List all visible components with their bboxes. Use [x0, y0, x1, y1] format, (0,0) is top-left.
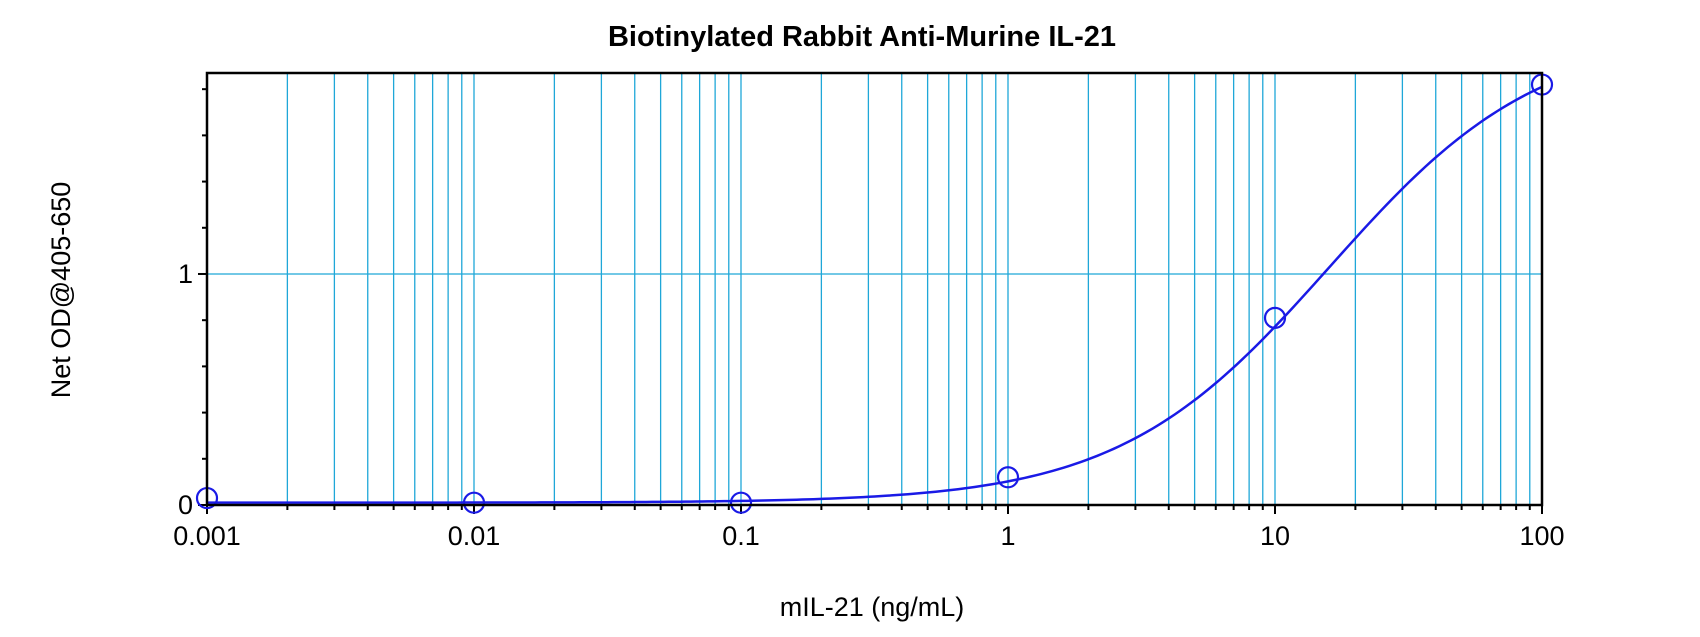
y-tick-labels: 01: [178, 259, 193, 520]
fit-curve: [207, 85, 1543, 504]
x-tick-label: 10: [1260, 521, 1290, 551]
data-point: [996, 466, 1020, 489]
x-axis-label: mIL-21 (ng/mL): [780, 592, 965, 622]
x-tick-label: 100: [1519, 521, 1564, 551]
y-axis-label: Net OD@405-650: [46, 182, 76, 399]
y-tick-label: 1: [178, 259, 193, 289]
x-tick-label: 0.001: [173, 521, 241, 551]
x-tick-labels: 0.001 0.01 0.1 1 10 100: [173, 521, 1564, 551]
x-tick-label: 1: [1000, 521, 1015, 551]
data-point: [729, 491, 753, 514]
data-point: [1263, 306, 1287, 329]
tick-layer: [198, 88, 1543, 514]
marker-layer: [195, 73, 1554, 514]
x-tick-label: 0.1: [722, 521, 760, 551]
grid-layer: [207, 73, 1542, 505]
y-tick-label: 0: [178, 490, 193, 520]
x-tick-label: 0.01: [448, 521, 501, 551]
plot-frame: [205, 71, 1544, 507]
curve-layer: [207, 85, 1543, 504]
chart-title: Biotinylated Rabbit Anti-Murine IL-21: [608, 21, 1116, 53]
data-point: [462, 491, 486, 514]
